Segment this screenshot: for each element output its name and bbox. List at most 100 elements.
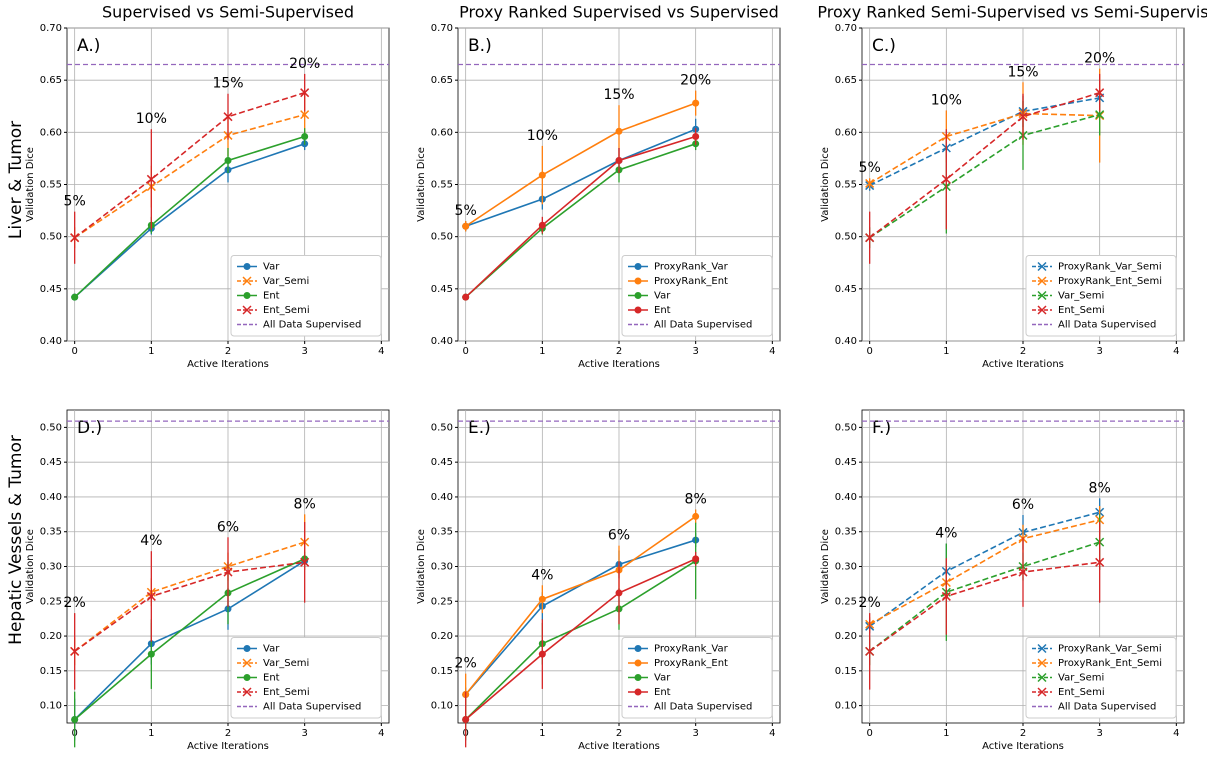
panel-label: E.)	[468, 418, 491, 438]
y-tick-label: 0.50	[835, 422, 857, 433]
y-tick-label: 0.40	[835, 336, 857, 347]
y-tick-label: 0.40	[431, 336, 453, 347]
annotation: 8%	[294, 496, 316, 512]
legend-label: ProxyRank_Var	[654, 644, 729, 655]
y-tick-label: 0.55	[431, 180, 453, 191]
series-line	[74, 561, 305, 653]
marker	[1037, 276, 1047, 286]
y-tick-label: 0.65	[431, 75, 453, 86]
x-tick-label: 1	[148, 346, 154, 357]
marker	[692, 99, 700, 107]
series-line	[869, 113, 1100, 239]
marker	[1037, 672, 1047, 683]
marker	[538, 171, 546, 179]
legend-label: Var_Semi	[263, 276, 309, 287]
annotation: 8%	[685, 491, 707, 507]
marker-stroke	[242, 276, 252, 286]
marker-stroke	[1037, 305, 1047, 315]
marker-stroke	[1037, 658, 1047, 668]
legend-box	[621, 255, 773, 337]
series-line	[869, 112, 1100, 185]
marker	[301, 133, 309, 141]
y-tick-label: 0.30	[835, 562, 857, 573]
marker-stroke	[1037, 290, 1047, 301]
marker	[1037, 305, 1047, 315]
annotation: 20%	[1084, 51, 1115, 67]
y-tick-label: 0.60	[40, 127, 62, 138]
series-line	[74, 143, 305, 298]
marker	[147, 650, 155, 658]
marker	[223, 567, 233, 577]
legend-label: Ent_Semi	[1058, 305, 1105, 316]
marker	[462, 716, 470, 724]
marker	[865, 178, 875, 188]
y-tick-label: 0.35	[431, 527, 453, 538]
x-axis-label: Active Iterations	[982, 741, 1064, 752]
series-line	[74, 135, 305, 298]
marker	[634, 688, 642, 696]
legend-label: ProxyRank_Var	[654, 262, 729, 273]
marker	[1037, 658, 1047, 668]
x-tick-label: 2	[616, 346, 622, 357]
y-tick-label: 0.65	[40, 75, 62, 86]
x-tick-label: 3	[301, 346, 307, 357]
marker-stroke	[70, 233, 80, 243]
marker	[865, 646, 875, 656]
annotation: 10%	[527, 128, 558, 144]
y-axis-label: Validation Dice	[25, 529, 36, 604]
x-tick-label: 0	[462, 346, 468, 357]
y-tick-label: 0.40	[40, 492, 62, 503]
marker	[1018, 567, 1028, 577]
y-tick-label: 0.20	[835, 631, 857, 642]
marker	[1095, 110, 1105, 120]
marker	[538, 650, 546, 658]
marker-stroke	[1037, 643, 1047, 654]
marker	[70, 233, 80, 243]
marker	[71, 716, 79, 724]
marker-stroke	[1095, 110, 1105, 120]
series-line	[869, 519, 1100, 625]
y-tick-label: 0.50	[40, 232, 62, 243]
marker	[243, 674, 251, 681]
annotation: 10%	[931, 92, 962, 108]
series-line	[465, 560, 697, 721]
annotation: 5%	[64, 194, 86, 210]
annotation: 15%	[1007, 64, 1038, 80]
y-tick-label: 0.65	[835, 75, 857, 86]
legend-label: ProxyRank_Ent	[654, 658, 728, 669]
y-axis-label: Validation Dice	[416, 529, 427, 604]
chart-title: Proxy Ranked Supervised vs Supervised	[459, 3, 779, 22]
marker	[242, 658, 252, 668]
legend-label: All Data Supervised	[1058, 320, 1156, 331]
marker-stroke	[1037, 276, 1047, 286]
marker-stroke	[223, 567, 233, 577]
marker	[692, 512, 700, 520]
marker	[538, 595, 546, 603]
row-label: Liver & Tumor	[6, 121, 26, 239]
marker	[941, 174, 951, 184]
annotation: 15%	[603, 87, 634, 103]
marker	[634, 292, 642, 299]
x-tick-label: 4	[1173, 728, 1179, 739]
y-tick-label: 0.30	[40, 562, 62, 573]
marker	[224, 157, 232, 165]
annotation: 6%	[217, 519, 239, 535]
legend-label: All Data Supervised	[263, 702, 361, 713]
annotation: 8%	[1089, 480, 1111, 496]
marker-stroke	[1037, 261, 1047, 272]
legend-label: All Data Supervised	[1058, 702, 1156, 713]
annotation: 2%	[64, 595, 86, 611]
y-tick-label: 0.20	[40, 631, 62, 642]
x-tick-label: 0	[866, 728, 872, 739]
marker	[634, 306, 642, 314]
marker-stroke	[300, 88, 310, 98]
marker-stroke	[865, 178, 875, 188]
y-tick-label: 0.40	[40, 336, 62, 347]
series-line	[74, 113, 305, 239]
marker	[243, 645, 251, 652]
legend-box	[230, 255, 382, 337]
marker	[243, 263, 251, 270]
x-tick-label: 1	[943, 728, 949, 739]
legend-label: Ent	[263, 673, 280, 684]
